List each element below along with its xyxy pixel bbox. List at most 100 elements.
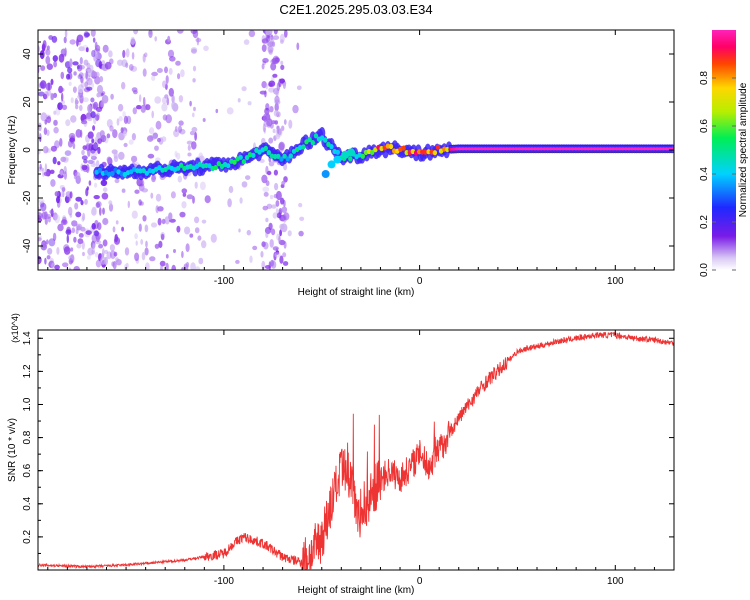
ridge-branch <box>321 170 330 178</box>
noise-blob <box>84 198 88 205</box>
noise-blob <box>226 107 234 115</box>
noise-blob <box>100 179 108 187</box>
noise-blob <box>73 236 77 243</box>
noise-blob <box>115 259 122 266</box>
noise-blob <box>158 240 163 248</box>
noise-blob <box>67 140 73 148</box>
noise-blob <box>155 120 162 130</box>
ridge-core <box>388 143 394 150</box>
ridge-core <box>128 169 134 175</box>
ridge-core <box>244 155 250 161</box>
ridge-core <box>282 153 287 159</box>
noise-blob <box>128 139 134 145</box>
y-tick-label: 40 <box>22 48 33 60</box>
noise-blob <box>201 240 207 249</box>
noise-blob <box>73 71 77 76</box>
ridge-core <box>269 153 275 159</box>
y-tick-label: 0.4 <box>22 496 33 510</box>
noise-blob <box>69 58 73 68</box>
noise-blob <box>44 217 48 225</box>
noise-blob <box>61 104 68 111</box>
noise-blob <box>186 194 194 200</box>
y-tick-label: -40 <box>22 238 33 253</box>
noise-blob <box>66 73 71 80</box>
noise-blob <box>171 264 176 270</box>
ridge-core <box>241 159 247 165</box>
noise-blob <box>273 169 278 176</box>
noise-blob <box>170 191 176 199</box>
noise-blob <box>241 86 247 92</box>
noise-blob <box>276 125 280 134</box>
noise-blob <box>203 45 209 52</box>
noise-blob <box>159 260 166 267</box>
noise-blob <box>270 259 274 267</box>
ridge-core <box>601 147 607 151</box>
noise-blob <box>83 97 89 103</box>
noise-blob <box>202 118 206 122</box>
noise-blob <box>38 91 45 97</box>
noise-blob <box>151 75 156 81</box>
ridge-core <box>611 147 616 151</box>
noise-blob <box>272 246 279 251</box>
ridge-core <box>301 144 306 150</box>
y-tick-label: 1.2 <box>22 364 33 378</box>
noise-blob <box>282 261 289 266</box>
noise-blob <box>45 48 51 56</box>
ridge-core <box>476 147 481 151</box>
ridge-core <box>489 147 494 151</box>
noise-blob <box>97 146 101 154</box>
ridge-core <box>288 153 293 159</box>
noise-blob <box>117 59 124 66</box>
noise-blob <box>96 84 104 94</box>
y-tick-label: 0.8 <box>22 430 33 444</box>
ridge-core <box>445 146 450 153</box>
noise-blob <box>47 216 52 223</box>
noise-blob <box>171 94 175 104</box>
ridge-core <box>557 147 563 151</box>
noise-blob <box>68 255 74 261</box>
noise-blob <box>278 141 285 151</box>
noise-blob <box>260 251 264 258</box>
ridge-core <box>504 147 510 151</box>
ridge-core <box>495 147 500 151</box>
ridge-core <box>232 159 237 165</box>
ridge-core <box>589 147 594 151</box>
noise-blob <box>262 186 270 193</box>
ridge-core <box>645 147 650 151</box>
colorbar-tick-label: 0.4 <box>699 167 710 181</box>
noise-blob <box>210 233 217 243</box>
noise-blob <box>147 153 155 159</box>
noise-blob <box>94 41 98 50</box>
noise-blob <box>91 82 94 88</box>
noise-blob <box>46 116 52 124</box>
ridge-core <box>529 147 535 151</box>
noise-blob <box>179 211 186 218</box>
noise-blob <box>261 81 267 89</box>
noise-blob <box>87 159 94 164</box>
noise-blob <box>178 120 184 126</box>
noise-blob <box>71 227 76 234</box>
noise-blob <box>52 55 58 62</box>
noise-blob <box>157 217 162 226</box>
noise-blob <box>94 51 98 59</box>
noise-blob <box>121 226 124 232</box>
noise-blob <box>187 152 192 157</box>
noise-blob <box>145 240 148 248</box>
noise-blob <box>123 130 127 137</box>
ridge-core <box>285 156 290 162</box>
noise-blob <box>65 229 72 235</box>
noise-blob <box>235 259 240 264</box>
noise-blob <box>97 222 102 231</box>
ridge-core <box>542 147 547 151</box>
noise-blob <box>186 140 193 145</box>
ridge-core <box>661 147 666 151</box>
noise-blob <box>204 195 211 204</box>
ridge-core <box>479 147 484 151</box>
noise-blob <box>283 176 288 183</box>
y-tick-label: 1.0 <box>22 397 33 411</box>
spectrogram-panel: -100 0 100 -40 -20 0 20 40 Height of straight l… <box>7 29 675 298</box>
noise-blob <box>144 52 148 58</box>
noise-blob <box>60 156 67 162</box>
noise-blob <box>102 207 105 215</box>
